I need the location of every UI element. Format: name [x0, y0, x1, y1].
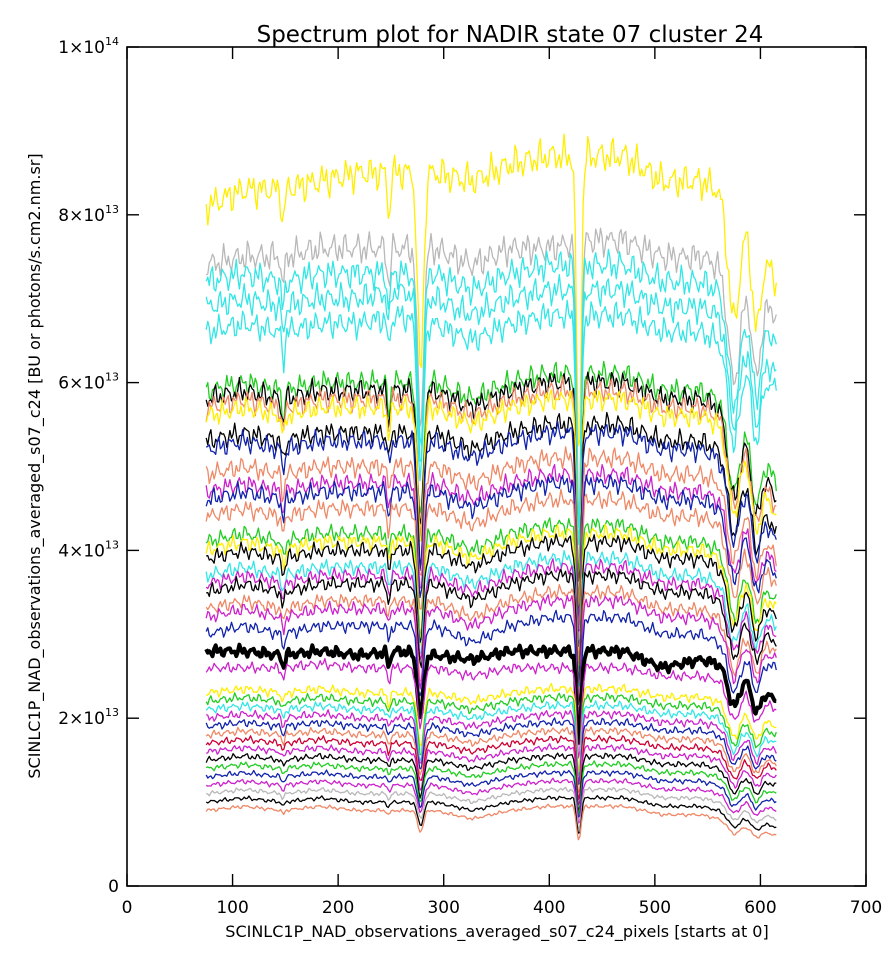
y-tick-label: 1×1014 — [58, 35, 119, 58]
series-line — [205, 786, 777, 830]
series-line — [205, 584, 777, 712]
series-line — [205, 709, 777, 785]
series-line — [205, 133, 777, 447]
x-tick-label: 100 — [216, 898, 248, 918]
x-tick-label: 600 — [744, 898, 776, 918]
x-tick-label: 300 — [427, 898, 459, 918]
series-line — [205, 558, 777, 698]
series-line — [205, 717, 777, 786]
x-axis-ticks: 0 100 200 300 400 500 600 700 — [122, 47, 882, 918]
series-line — [205, 371, 777, 582]
series-line — [205, 421, 777, 619]
axes — [126, 46, 867, 887]
series-line — [205, 488, 777, 665]
series-line — [205, 299, 777, 546]
series-line — [205, 227, 777, 511]
series-line — [205, 752, 777, 813]
series-line — [205, 375, 777, 601]
y-tick-label: 6×1013 — [58, 371, 119, 394]
chart-title: Spectrum plot for NADIR state 07 cluster… — [257, 22, 764, 48]
series-line — [205, 523, 777, 684]
series-line — [205, 446, 777, 630]
x-tick-label: 0 — [122, 898, 133, 918]
series-line — [205, 692, 777, 776]
series-line — [205, 609, 777, 728]
y-tick-label: 2×1013 — [58, 706, 119, 729]
series-line — [204, 642, 777, 745]
series-line — [205, 794, 777, 834]
x-tick-label: 700 — [850, 898, 882, 918]
y-axis-label: SCINLC1P_NAD_observations_averaged_s07_c… — [25, 153, 45, 778]
y-tick-label: 0 — [108, 877, 119, 897]
series-line — [205, 411, 777, 616]
series-line — [205, 594, 777, 720]
series-line — [205, 657, 777, 759]
series-line — [206, 568, 777, 706]
x-tick-label: 500 — [639, 898, 671, 918]
series-group — [204, 133, 777, 841]
series-line — [205, 760, 777, 817]
x-tick-label: 200 — [322, 898, 354, 918]
plot-frame — [126, 46, 867, 887]
series-line — [205, 248, 777, 528]
x-axis-label: SCINLC1P_NAD_observations_averaged_s07_c… — [225, 922, 768, 942]
series-line — [205, 726, 777, 794]
series-line — [205, 463, 777, 632]
series-line — [205, 360, 777, 581]
series-line — [205, 769, 777, 818]
series-line — [206, 533, 777, 685]
series-line — [206, 743, 777, 806]
series-line — [205, 734, 777, 801]
x-tick-label: 400 — [533, 898, 565, 918]
y-axis-ticks: 0 2×1013 4×1013 6×1013 8×1013 1×1014 — [58, 35, 866, 897]
series-line — [205, 700, 777, 782]
series-line — [205, 777, 777, 824]
series-line — [205, 389, 777, 612]
plot-area — [204, 133, 777, 841]
series-line — [205, 474, 777, 648]
series-line — [205, 549, 777, 688]
series-line — [205, 274, 777, 528]
y-tick-label: 4×1013 — [58, 538, 119, 561]
y-tick-label: 8×1013 — [58, 203, 119, 226]
series-line — [205, 803, 777, 841]
series-line — [205, 682, 777, 774]
